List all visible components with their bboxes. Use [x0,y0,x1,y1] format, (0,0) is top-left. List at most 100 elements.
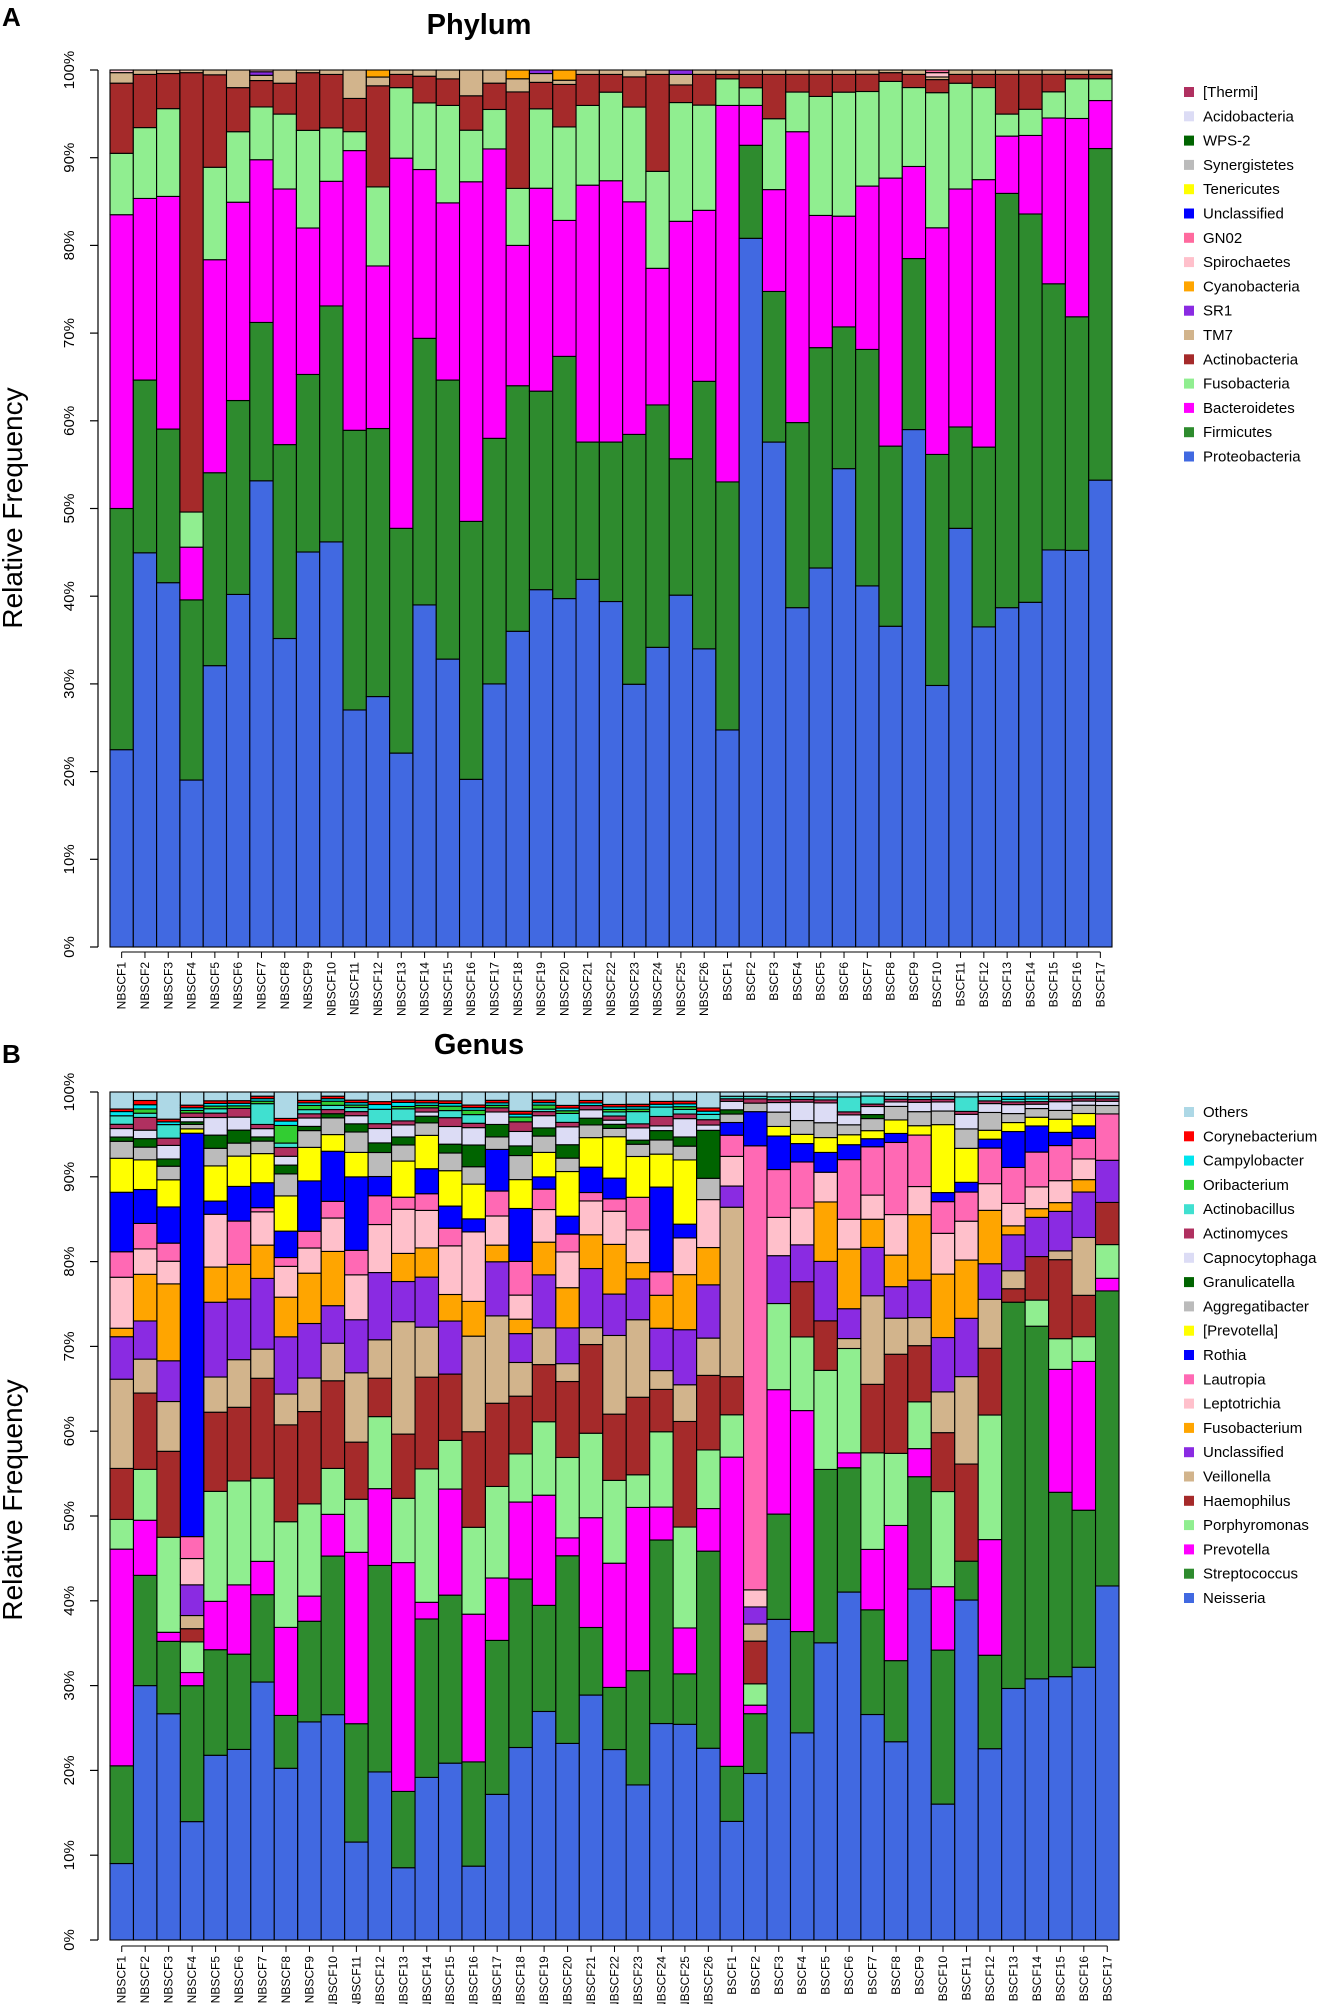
phylum-segment-fusobacteria [761,118,787,191]
phylum-segment-proteobacteria [808,567,833,948]
phylum-x-tick-label: BSCF10 [930,962,944,1008]
genus-segment-streptococcus [766,1513,792,1620]
genus-y-tick-label: 100% [61,1073,78,1111]
genus-segment-fusobacterium [836,1248,862,1310]
genus-legend-swatch [1184,1107,1194,1117]
phylum-legend-swatch [1184,135,1194,146]
phylum-y-axis-label: Relative Frequency [0,387,28,628]
genus-segment-haemophilus [156,1450,181,1538]
phylum-legend-label: Spirochaetes [1203,254,1291,271]
genus-segment-others [555,1091,580,1106]
genus-segment-prevotella [414,1601,440,1620]
genus-segment-veillonella [344,1372,369,1443]
genus-segment-actinomyces [625,1123,651,1129]
genus-segment-lautropia [977,1147,1003,1185]
genus-segment-lautropia [250,1207,275,1213]
genus-bar-bscf3 [766,1091,792,1941]
phylum-segment-fusobacteria [412,102,437,171]
phylum-segment-fusobacteria [692,104,717,211]
genus-segment-campylobacter [109,1110,135,1117]
genus-segment-fusobacterium [907,1214,932,1281]
genus-segment-unclassified [930,1336,956,1393]
genus-segment-leptotrichia [437,1245,463,1296]
phylum-segment-actinobacteria [528,81,554,110]
genus-segment-lautropia [437,1227,463,1247]
genus-segment-lautropia [649,1271,674,1296]
genus-segment-granulicatella [132,1138,158,1148]
genus-segment-prevotella [625,1506,651,1672]
genus-segment-capnocytophaga [531,1115,557,1129]
genus-segment-actinobacillus [344,1106,369,1113]
genus-segment-neisseria [1001,1687,1026,1941]
genus-segment-granulicatella [649,1130,674,1141]
genus-segment-lautropia [1094,1113,1120,1161]
phylum-legend-item-acidobacteria: Acidobacteria [1184,108,1295,125]
phylum-segment-proteobacteria [109,749,134,948]
genus-segment-oribacterium [437,1105,463,1112]
phylum-segment-proteobacteria [855,585,880,948]
genus-segment-neisseria [297,1721,322,1941]
genus-segment-prevotella [461,1613,486,1763]
genus-segment-haemophilus [696,1374,721,1451]
genus-legend-label: Aggregatibacter [1203,1298,1309,1315]
genus-segment-capnocytophaga [578,1109,604,1119]
phylum-segment-proteobacteria [272,637,297,948]
genus-segment-unclassified [719,1185,745,1208]
phylum-segment-firmicutes [1041,283,1066,551]
genus-legend-label: Leptotrichia [1203,1396,1281,1413]
genus-segment-lautropia [766,1168,792,1218]
genus-segment-neisseria [743,1772,768,1941]
genus-segment-streptococcus [531,1604,557,1713]
genus-legend-item-prevotella: [Prevotella] [1184,1323,1278,1340]
genus-legend-swatch [1184,1520,1194,1531]
genus-x-tick-label: NBSCF12 [373,1956,387,2004]
genus-segment-capnocytophaga [649,1125,674,1132]
genus-segment-porphyromonas [203,1490,228,1602]
genus-segment-others [954,1091,979,1098]
genus-bar-nbscf19 [531,1091,557,1941]
genus-segment-others [1048,1091,1073,1097]
phylum-segment-fusobacteria [831,91,857,217]
phylum-segment-spirochaetes [249,69,274,73]
genus-segment-aggregatibacter [977,1111,1003,1131]
genus-segment-aggregatibacter [226,1142,252,1157]
genus-segment-haemophilus [414,1376,440,1470]
genus-segment-actinomyces [508,1121,533,1133]
genus-x-tick-label: NBSCF24 [654,1956,668,2004]
genus-segment-neisseria [273,1767,299,1941]
phylum-x-tick-label: BSCF3 [767,962,781,1001]
genus-segment-veillonella [696,1337,721,1376]
genus-segment-capnocytophaga [508,1130,533,1147]
genus-segment-neisseria [437,1762,463,1941]
genus-legend-swatch [1184,1131,1194,1142]
genus-segment-rothia [954,1181,979,1193]
genus-legend-label: Oribacterium [1203,1177,1289,1194]
phylum-x-tick-label: NBSCF5 [208,962,222,1010]
genus-segment-rothia [743,1111,768,1147]
phylum-segment-firmicutes [948,426,973,529]
genus-segment-prevotella [179,1671,205,1687]
genus-segment-aggregatibacter [203,1147,228,1167]
genus-segment-porphyromonas [226,1480,252,1586]
phylum-legend-item-spirochaetes: Spirochaetes [1184,254,1291,271]
genus-segment-others [156,1091,181,1120]
phylum-bar-nbscf12 [365,69,391,948]
genus-segment-others [461,1091,486,1106]
phylum-bar-nbscf15 [435,69,461,948]
phylum-x-tick-label: NBSCF7 [254,962,268,1010]
genus-segment-streptococcus [883,1660,909,1743]
phylum-segment-actinobacteria [878,72,903,82]
genus-segment-streptococcus [860,1609,885,1716]
genus-legend-item-oribacterium: Oribacterium [1184,1177,1289,1194]
genus-segment-capnocytophaga [1024,1103,1050,1110]
phylum-segment-bacteroidetes [412,168,437,339]
genus-segment-capnocytophaga [179,1116,205,1123]
phylum-segment-bacteroidetes [785,131,810,424]
phylum-segment-tm7 [482,69,507,84]
genus-segment-haemophilus [930,1432,956,1493]
genus-segment-porphyromonas [531,1421,557,1496]
genus-segment-fusobacterium [1024,1208,1050,1218]
phylum-bar-nbscf14 [412,69,437,948]
genus-segment-aggregatibacter [1001,1113,1026,1124]
phylum-bar-bscf14 [1018,69,1043,948]
